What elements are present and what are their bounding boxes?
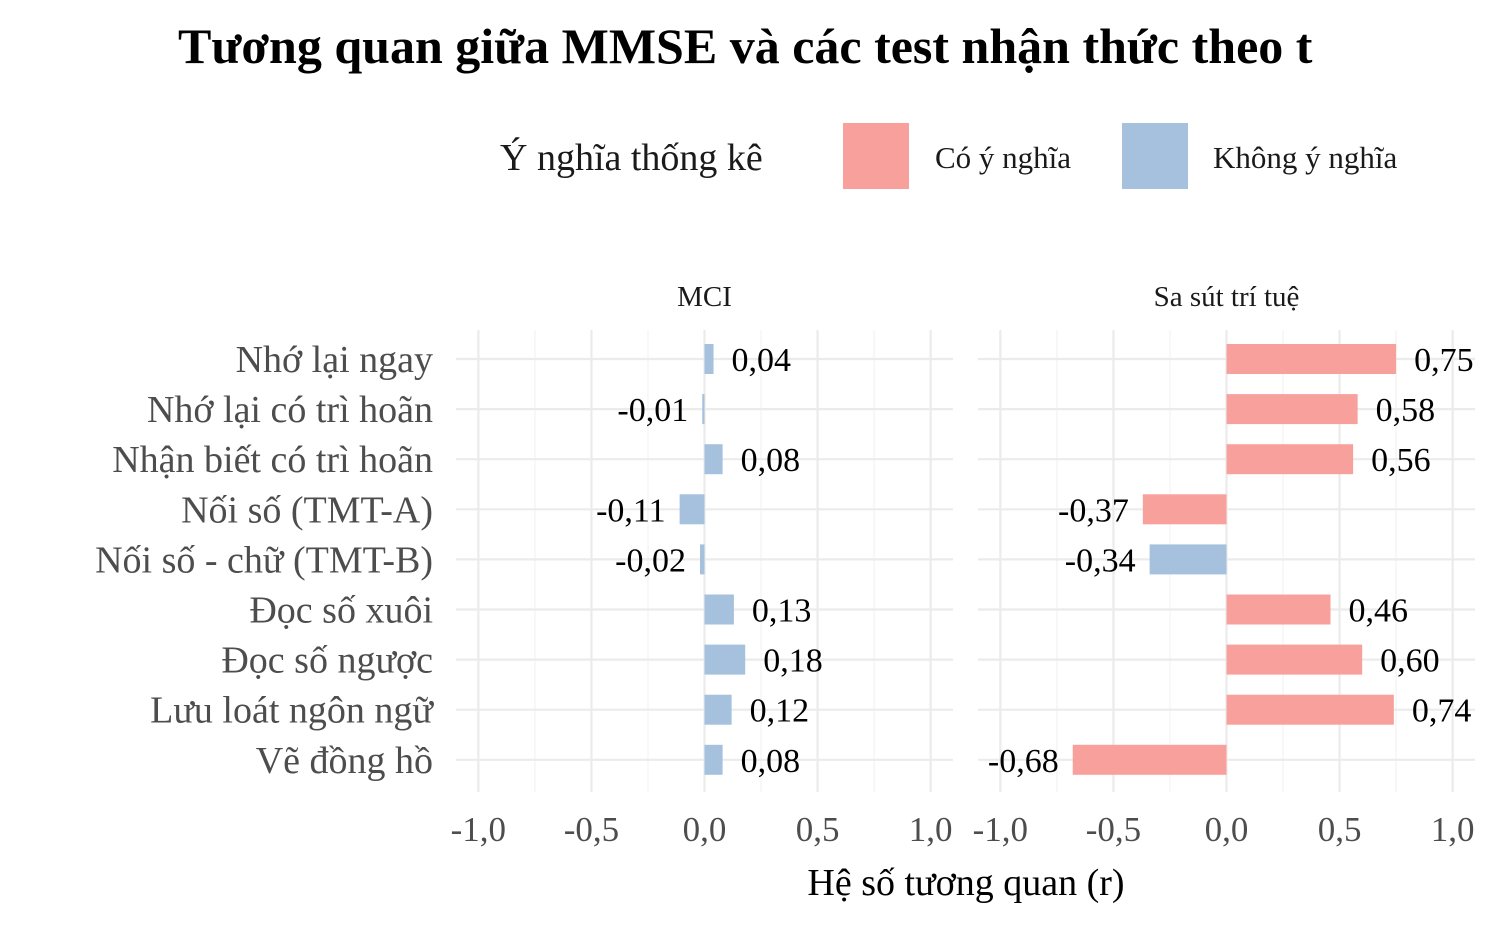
data-label: -0,11 (596, 492, 666, 529)
y-tick-label: Đọc số ngược (221, 640, 433, 682)
data-label: 0,08 (741, 442, 801, 479)
x-tick-label: 0,0 (1205, 810, 1249, 849)
bar (1226, 594, 1331, 625)
x-tick-label: -0,5 (564, 810, 619, 849)
x-tick-label: 1,0 (1431, 810, 1475, 849)
bar (704, 594, 734, 625)
data-label: 0,12 (750, 693, 810, 730)
x-tick-label: 1,0 (909, 810, 953, 849)
bar (702, 394, 705, 425)
data-label: 0,04 (732, 342, 792, 379)
legend: Ý nghĩa thống kê Có ý nghĩa Không ý nghĩ… (500, 123, 1398, 189)
y-tick-label: Đọc số xuôi (249, 590, 433, 632)
y-tick-label: Vẽ đồng hồ (256, 740, 433, 782)
data-label: 0,18 (763, 643, 823, 680)
bar (1072, 744, 1227, 775)
x-tick-label: -1,0 (973, 810, 1028, 849)
bar (704, 344, 714, 374)
legend-label-significant: Có ý nghĩa (935, 140, 1071, 175)
legend-title: Ý nghĩa thống kê (500, 137, 763, 179)
y-tick-label: Lưu loát ngôn ngữ (150, 690, 434, 732)
panel-dementia: Sa sút trí tuệ 0,75 0,58 0,56 -0,37 -0,34 0,46… (973, 281, 1475, 849)
legend-swatch-not-significant (1122, 123, 1188, 189)
facet-label: MCI (677, 281, 732, 313)
data-label: 0,56 (1371, 442, 1431, 479)
data-label: 0,58 (1376, 392, 1436, 429)
bar (1226, 644, 1363, 675)
x-tick-label: 0,0 (683, 810, 727, 849)
data-label: -0,34 (1065, 542, 1136, 579)
bar (679, 494, 705, 525)
bar (1226, 394, 1358, 425)
x-tick-label: 0,5 (1318, 810, 1362, 849)
bar (704, 744, 723, 775)
data-label: -0,68 (988, 743, 1059, 780)
bar (704, 644, 746, 675)
bar (1226, 444, 1354, 475)
x-axis-label: Hệ số tương quan (r) (807, 862, 1124, 904)
bar (1226, 344, 1397, 374)
data-label: 0,75 (1414, 342, 1474, 379)
bar (699, 544, 705, 575)
data-label: -0,02 (615, 542, 686, 579)
y-tick-label: Nhớ lại ngay (236, 339, 433, 381)
x-tick-label: 0,5 (796, 810, 840, 849)
y-tick-label: Nối số - chữ (TMT-B) (95, 539, 433, 581)
y-tick-label: Nhận biết có trì hoãn (112, 439, 433, 481)
legend-label-not-significant: Không ý nghĩa (1213, 140, 1398, 175)
y-tick-label: Nhớ lại có trì hoãn (147, 389, 433, 431)
chart-title: Tương quan giữa MMSE và các test nhận th… (178, 18, 1313, 74)
bar (1226, 694, 1394, 725)
data-label: -0,01 (617, 392, 688, 429)
data-label: 0,74 (1412, 693, 1472, 730)
data-label: 0,46 (1349, 593, 1409, 630)
bar (1142, 494, 1227, 525)
facet-label: Sa sút trí tuệ (1154, 281, 1300, 313)
y-tick-label: Nối số (TMT-A) (181, 489, 433, 531)
bar (704, 694, 732, 725)
legend-swatch-significant (843, 123, 909, 189)
y-axis: Nhớ lại ngay Nhớ lại có trì hoãn Nhận biết… (95, 339, 434, 782)
data-label: 0,60 (1380, 643, 1440, 680)
data-label: 0,13 (752, 593, 812, 630)
bar (1149, 544, 1227, 575)
x-tick-label: -0,5 (1086, 810, 1141, 849)
x-tick-label: -1,0 (451, 810, 506, 849)
data-label: 0,08 (741, 743, 801, 780)
data-label: -0,37 (1058, 492, 1129, 529)
bar (704, 444, 723, 475)
